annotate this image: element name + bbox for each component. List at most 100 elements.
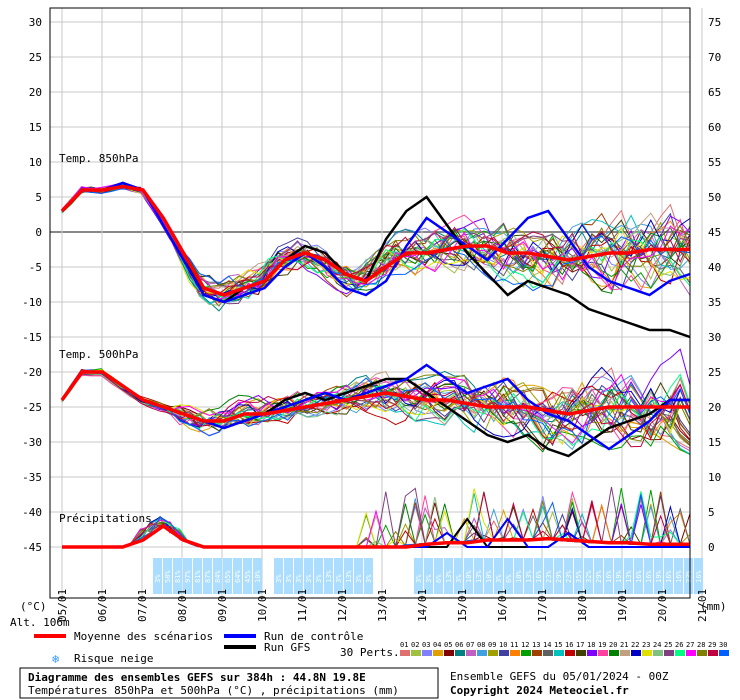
altitude-label: Alt. 106m xyxy=(10,616,70,629)
snow-risk-value: 65% xyxy=(224,570,232,583)
panel-label-t850: Temp. 850hPa xyxy=(59,152,138,165)
snow-risk-value: 19% xyxy=(655,570,663,583)
snow-risk-value: 23% xyxy=(565,570,573,583)
snow-risk-value: 64% xyxy=(234,570,242,583)
snow-risk-box xyxy=(574,558,583,594)
snow-risk-box xyxy=(424,558,433,594)
left-tick-label: 20 xyxy=(29,86,42,99)
pert-number: 23 xyxy=(642,641,650,649)
snow-risk-box xyxy=(173,558,182,594)
snow-risk-value: 6% xyxy=(505,574,513,583)
snow-risk-value: 16% xyxy=(645,570,653,583)
left-tick-label: -10 xyxy=(22,296,42,309)
pert-number: 15 xyxy=(554,641,562,649)
pert-number: 27 xyxy=(686,641,694,649)
date-label: 07/01 xyxy=(136,589,149,622)
title-box xyxy=(19,667,439,699)
snow-risk-value: 84% xyxy=(214,570,222,583)
date-label: 21/01 xyxy=(696,589,709,622)
snow-risk-box xyxy=(494,558,503,594)
panel-label-t500: Temp. 500hPa xyxy=(59,348,138,361)
snow-risk-box xyxy=(454,558,463,594)
left-tick-label: -45 xyxy=(22,541,42,554)
right-tick-label: 20 xyxy=(708,401,721,414)
snow-risk-box xyxy=(654,558,663,594)
mean-line-t850 xyxy=(60,184,690,297)
pert-number: 21 xyxy=(620,641,628,649)
copyright: Copyright 2024 Meteociel.fr xyxy=(450,684,629,697)
pert-number: 04 xyxy=(433,641,441,649)
snow-risk-box xyxy=(253,558,262,594)
snow-risk-box xyxy=(484,558,493,594)
snow-risk-box xyxy=(674,558,683,594)
right-tick-label: 30 xyxy=(708,331,721,344)
snow-risk-box xyxy=(544,558,553,594)
pert-number: 12 xyxy=(521,641,529,649)
snow-risk-value: 3% xyxy=(305,574,313,583)
right-tick-label: 0 xyxy=(708,541,715,554)
snow-risk-box xyxy=(354,558,363,594)
pert-number: 26 xyxy=(675,641,683,649)
snow-risk-box xyxy=(664,558,673,594)
snow-risk-value: 87% xyxy=(204,570,212,583)
snow-risk-value: 13% xyxy=(325,570,333,583)
date-label: 16/01 xyxy=(496,589,509,622)
pert-color-swatch xyxy=(565,650,575,656)
snow-risk-value: 3% xyxy=(415,574,423,583)
snow-risk-box xyxy=(614,558,623,594)
snow-risk-box xyxy=(524,558,533,594)
snow-risk-value: 13% xyxy=(445,570,453,583)
plot-area xyxy=(50,8,690,598)
chart-subtitle: Températures 850hPa et 500hPa (°C) , pré… xyxy=(28,684,399,697)
left-tick-label: 30 xyxy=(29,16,42,29)
date-label: 09/01 xyxy=(216,589,229,622)
pert-color-swatch xyxy=(598,650,608,656)
snow-risk-value: 29% xyxy=(555,570,563,583)
date-label: 12/01 xyxy=(336,589,349,622)
pert-number: 08 xyxy=(477,641,485,649)
legend-snow: Risque neige xyxy=(74,652,153,665)
snow-risk-value: 13% xyxy=(475,570,483,583)
snow-risk-box xyxy=(604,558,613,594)
snow-risk-value: 16% xyxy=(675,570,683,583)
snow-risk-value: 10% xyxy=(485,570,493,583)
pert-color-swatch xyxy=(653,650,663,656)
pert-color-swatch xyxy=(477,650,487,656)
pert-number: 16 xyxy=(565,641,573,649)
pert-color-swatch xyxy=(620,650,630,656)
snow-risk-value: 16% xyxy=(695,570,703,583)
snow-risk-box xyxy=(213,558,222,594)
left-tick-label: -20 xyxy=(22,366,42,379)
pert-number: 11 xyxy=(510,641,518,649)
snow-risk-box xyxy=(444,558,453,594)
x-date-labels: 05/01 06/01 07/01 08/01 09/01 10/01 11/01 12/01… xyxy=(56,589,709,622)
left-tick-label: -40 xyxy=(22,506,42,519)
snow-risk-box xyxy=(304,558,313,594)
pert-number: 10 xyxy=(499,641,507,649)
pert-number: 30 xyxy=(719,641,727,649)
pert-color-swatch xyxy=(686,650,696,656)
snow-risk-box xyxy=(534,558,543,594)
snow-risk-value: 3% xyxy=(455,574,463,583)
left-axis-unit: (°C) xyxy=(20,600,47,613)
snow-risk-box xyxy=(584,558,593,594)
right-tick-label: 5 xyxy=(708,506,715,519)
main-lines xyxy=(60,181,691,549)
pert-color-swatch xyxy=(642,650,652,656)
left-tick-label: 15 xyxy=(29,121,42,134)
snow-risk-box xyxy=(644,558,653,594)
perturbation-legend: 01 02 03 04 05 06 07 08 09 10 11 12 13 14 15 16 17 18 19 20… xyxy=(400,641,729,656)
snow-risk-value: 3% xyxy=(285,574,293,583)
snow-risk-box xyxy=(274,558,283,594)
pert-color-swatch xyxy=(609,650,619,656)
snow-risk-box xyxy=(364,558,373,594)
pert-color-swatch xyxy=(499,650,509,656)
snow-risk-value: 3% xyxy=(315,574,323,583)
right-tick-label: 40 xyxy=(708,261,721,274)
date-label: 13/01 xyxy=(376,589,389,622)
snow-risk-box xyxy=(193,558,202,594)
snow-risk-box xyxy=(514,558,523,594)
pert-color-swatch xyxy=(697,650,707,656)
run-info: Ensemble GEFS du 05/01/2024 - 00Z xyxy=(450,670,669,683)
